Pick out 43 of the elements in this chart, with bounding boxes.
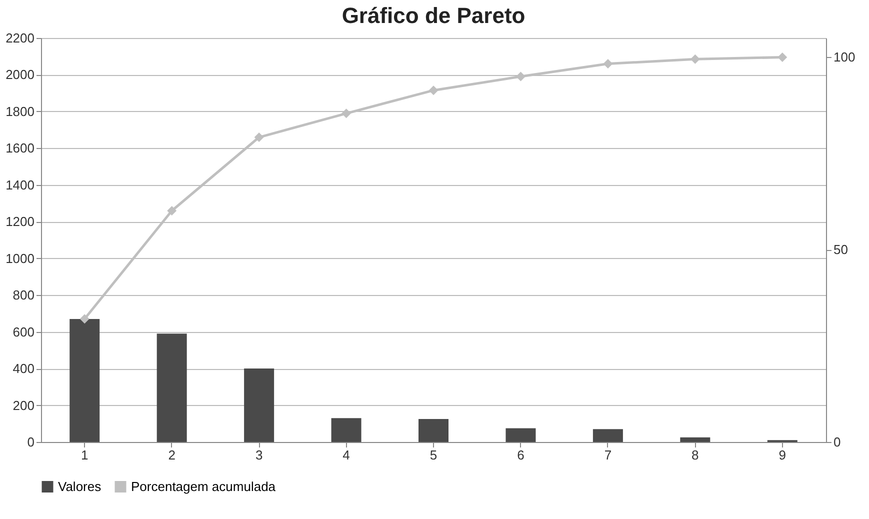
y2-tick-label: 50 — [834, 242, 848, 258]
bar — [418, 419, 448, 442]
y-tick-label: 1600 — [6, 140, 34, 156]
y-tick-label: 2000 — [6, 67, 34, 82]
y-tick-label: 2200 — [6, 30, 34, 46]
x-tick-label: 8 — [692, 448, 699, 462]
x-tick-label: 4 — [342, 448, 350, 462]
y-tick-label: 1400 — [6, 177, 34, 192]
y-tick-label: 800 — [12, 288, 34, 303]
chart-title: Gráfico de Pareto — [342, 3, 526, 28]
bar — [331, 418, 362, 442]
legend-label: Valores — [58, 478, 102, 494]
y-tick-label: 600 — [12, 324, 34, 340]
y-tick-label: 1000 — [6, 250, 34, 266]
point — [80, 314, 90, 324]
legend-label: Porcentagem acumulada — [131, 478, 276, 494]
y-tick-label: 1200 — [6, 214, 34, 230]
point — [603, 59, 613, 69]
point — [778, 52, 788, 62]
x-tick-label: 9 — [778, 448, 786, 462]
y-tick-label: 400 — [12, 361, 34, 376]
bar — [506, 428, 536, 442]
y2-tick-label: 0 — [834, 434, 841, 450]
point — [690, 54, 700, 64]
x-tick-label: 7 — [604, 448, 612, 462]
y-tick-label: 0 — [27, 434, 34, 450]
x-tick-label: 2 — [168, 448, 176, 462]
point — [428, 86, 438, 96]
x-tick-label: 3 — [255, 448, 263, 462]
point — [342, 108, 352, 118]
point — [254, 132, 264, 142]
bar — [592, 429, 623, 442]
bar — [680, 437, 710, 442]
x-tick-label: 6 — [517, 448, 524, 462]
y-tick-label: 200 — [12, 398, 34, 413]
bar — [156, 334, 187, 442]
x-tick-label: 5 — [430, 448, 438, 462]
y2-tick-label: 100 — [834, 50, 856, 65]
point — [167, 206, 177, 216]
bar — [70, 318, 100, 442]
bar — [244, 368, 274, 442]
x-tick-label: 1 — [80, 448, 88, 462]
y-tick-label: 1800 — [6, 104, 34, 119]
